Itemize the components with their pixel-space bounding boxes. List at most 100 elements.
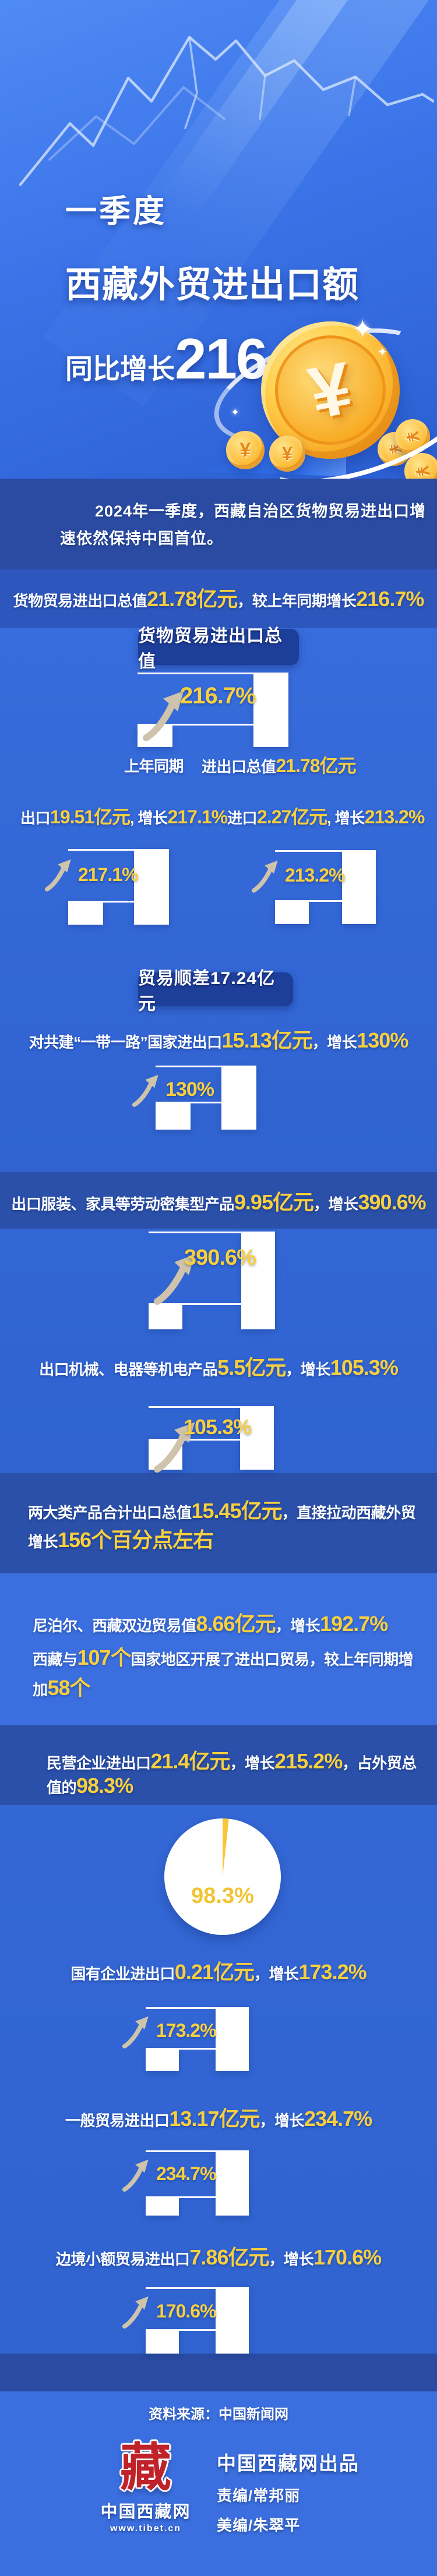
small-coin-icon: ¥ — [404, 453, 437, 479]
chart-import-growth-label: 213.2% — [285, 865, 346, 886]
chart-mechanical-current-bar — [240, 1406, 274, 1470]
chart-border-trade-growth-arrow-icon — [121, 2294, 154, 2331]
chart-export: 217.1% — [44, 849, 169, 925]
chart-mechanical-growth-label: 105.3% — [184, 1415, 252, 1439]
two-cat-line-1-seg0: 两大类产品合计出口总值 — [28, 1504, 192, 1521]
chart-import-midline — [309, 900, 342, 902]
summary-band — [0, 569, 437, 628]
mech-line: 出口机械、电器等机电产品 5.5亿元 ，增长 105.3% — [0, 1351, 437, 1381]
border-line-seg2: ，增长 — [269, 2251, 313, 2268]
private-enterprise-band — [0, 1725, 437, 1805]
small-coin-icon: ¥ — [269, 436, 305, 472]
chart-border-trade-previous-bar — [146, 2329, 179, 2354]
two-cat-line-2-seg1: 156个百分点左右 — [58, 1528, 214, 1552]
chart-labor-products-previous-bar — [149, 1303, 182, 1329]
badge-total: 货物贸易进出口总值 — [138, 627, 299, 671]
nepal-line-2-seg2: 国家地区开展了进出口贸易，较上年同期增 — [131, 1651, 414, 1668]
chart-export-growth-label: 217.1% — [78, 864, 139, 885]
two-cat-line-2: 增长 156个百分点左右 — [28, 1523, 214, 1554]
chart-general-trade-topline — [146, 2150, 249, 2152]
sparkle-icon-small: ✦ — [378, 346, 387, 359]
chart-state-owned: 173.2% — [122, 2007, 249, 2071]
chart-belt-road-growth-arrow-icon — [131, 1072, 164, 1109]
chart-mechanical-topline — [149, 1406, 274, 1408]
header-section: 一季度 西藏外贸进出口额 同比增长 216.7% ¥ ✦ ✦ ✦ ¥ ¥ ¥ ¥… — [0, 0, 437, 479]
chart-mechanical-midline — [182, 1439, 240, 1441]
border-line-seg1: 7.86亿元 — [189, 2245, 269, 2269]
label-total-value-seg1: 21.78亿元 — [276, 755, 357, 776]
header-growth-prefix: 同比增长 — [65, 353, 175, 384]
yuan-symbol: ¥ — [239, 438, 251, 461]
chart-export-topline — [68, 849, 169, 851]
chart-labor-products-growth-arrow-icon — [152, 1251, 203, 1307]
nepal-line-2-seg0: 西藏与 — [33, 1651, 77, 1668]
header-quarter-label: 一季度 — [65, 194, 167, 229]
mech-line-seg1: 5.5亿元 — [217, 1356, 286, 1379]
import-row-seg2: , 增长 — [327, 809, 365, 827]
label-total-value: 进出口总值 21.78亿元 — [202, 751, 357, 778]
chart-belt-road-previous-bar — [156, 1102, 191, 1130]
mountains-illustration — [19, 36, 434, 186]
labor-line-seg3: 390.6% — [358, 1190, 427, 1214]
general-line-seg2: ，增长 — [259, 2112, 304, 2129]
chart-belt-road-midline — [191, 1102, 221, 1103]
data-source-line: 资料来源：中国新闻网 — [149, 2407, 288, 2422]
chart-state-owned-growth-label: 173.2% — [156, 2020, 217, 2041]
general-line: 一般贸易进出口 13.17亿元 ，增长 234.7% — [0, 2102, 437, 2132]
belt-road-line-seg0: 对共建“一带一路”国家进出口 — [29, 1034, 223, 1051]
nepal-line-1-seg3: 192.7% — [320, 1612, 388, 1636]
private-line-2-seg1: 98.3% — [76, 1774, 133, 1797]
export-row-seg2: , 增长 — [130, 809, 168, 827]
chart-general-trade-growth-label: 234.7% — [156, 2163, 217, 2184]
state-line-seg2: ，增长 — [253, 1965, 299, 1983]
divider-band — [0, 2354, 437, 2391]
nepal-line-2-seg1: 107个 — [77, 1646, 132, 1669]
labor-headline-band — [0, 1172, 437, 1229]
chart-general-trade-midline — [179, 2196, 216, 2198]
yuan-symbol: ¥ — [282, 443, 292, 464]
two-cat-line-1-seg1: 15.45亿元 — [191, 1499, 283, 1523]
chart-belt-road-topline — [156, 1066, 256, 1067]
nepal-line-3-seg0: 加 — [33, 1681, 48, 1699]
summary-line: 货物贸易进出口总值 21.78亿元 ，较上年同期增长 216.7% — [0, 582, 437, 613]
border-line: 边境小额贸易进出口 7.86亿元 ，增长 170.6% — [0, 2241, 437, 2271]
chart-import-current-bar — [342, 850, 376, 924]
border-line-seg0: 边境小额贸易进出口 — [55, 2251, 190, 2268]
private-line-1-seg4: ，占外贸总 — [342, 1754, 417, 1772]
state-line-seg0: 国有企业进出口 — [71, 1965, 175, 1983]
chart-belt-road: 130% — [132, 1066, 256, 1130]
two-cat-line-1: 两大类产品合计出口总值 15.45亿元 ，直接拉动西藏外贸 — [28, 1494, 416, 1524]
private-line-1: 民营企业进出口 21.4亿元 ，增长 215.2% ，占外贸总 — [47, 1745, 417, 1775]
labor-line: 出口服装、家具等劳动密集型产品 9.95亿元 ，增长 390.6% — [0, 1186, 437, 1216]
summary-line-seg0: 货物贸易进出口总值 — [13, 592, 147, 610]
private-line-2: 值的 98.3% — [47, 1774, 133, 1798]
chart-total-current-bar — [253, 673, 288, 747]
chart-import-growth-arrow-icon — [251, 858, 283, 895]
intro-band — [0, 479, 437, 569]
chart-labor-products: 390.6% — [149, 1232, 275, 1329]
nepal-line-1-seg2: ，增长 — [275, 1617, 320, 1634]
mech-line-seg3: 105.3% — [330, 1356, 399, 1379]
chart-total-midline — [172, 724, 253, 726]
chart-general-trade-previous-bar — [146, 2196, 179, 2216]
chart-border-trade-current-bar — [216, 2287, 249, 2354]
chart-export-midline — [103, 901, 134, 903]
state-line-seg1: 0.21亿元 — [174, 1960, 255, 1984]
private-share-pie-chart: 98.3% — [164, 1818, 281, 1935]
chart-labor-products-current-bar — [241, 1232, 275, 1329]
private-line-1-seg2: ，增长 — [230, 1754, 275, 1772]
footer-section — [0, 2391, 437, 2576]
nepal-line-3: 加 58个 — [33, 1671, 91, 1701]
chart-total-topline — [138, 673, 288, 674]
chart-state-owned-current-bar — [216, 2007, 249, 2071]
export-row-seg1: 19.51亿元 — [50, 806, 131, 827]
general-line-seg3: 234.7% — [304, 2107, 372, 2131]
sparkle-icon: ✦ — [352, 315, 373, 344]
chart-export-current-bar — [134, 849, 169, 925]
chart-total-growth-label: 216.7% — [180, 683, 256, 709]
main-section-2 — [0, 1229, 437, 1473]
small-coin-icon: ¥ — [395, 419, 430, 454]
labor-line-seg0: 出口服装、家具等劳动密集型产品 — [11, 1195, 234, 1213]
label-last-year-seg0: 上年同期 — [124, 758, 184, 775]
